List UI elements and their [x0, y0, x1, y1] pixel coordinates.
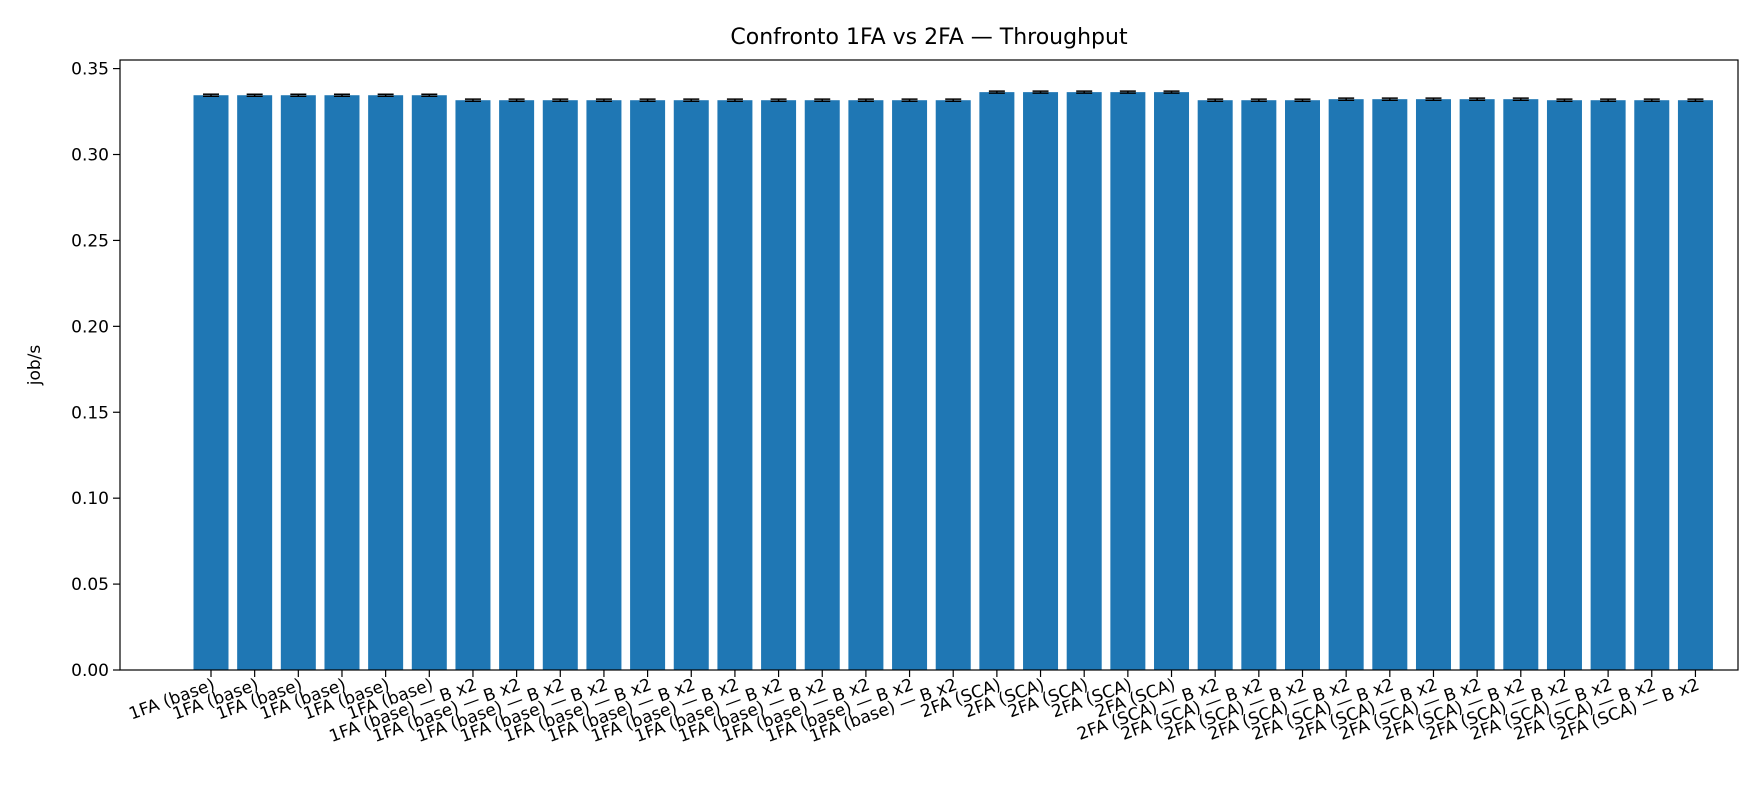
- bar: [1459, 99, 1495, 670]
- bar: [1285, 100, 1320, 671]
- chart-title: Confronto 1FA vs 2FA — Throughput: [730, 25, 1128, 50]
- bar: [1677, 100, 1713, 671]
- bar: [1023, 92, 1059, 671]
- bar: [586, 100, 622, 671]
- bar: [1066, 92, 1102, 671]
- y-tick-label: 0.20: [71, 317, 109, 337]
- bar: [368, 95, 404, 671]
- bar: [630, 100, 666, 671]
- y-axis-label: job/s: [25, 345, 45, 387]
- bar: [455, 100, 491, 671]
- bar: [1590, 100, 1626, 671]
- bar: [1503, 99, 1539, 670]
- y-tick-label: 0.25: [71, 231, 109, 251]
- bar: [499, 100, 535, 671]
- bar: [804, 100, 840, 671]
- bar: [324, 95, 360, 671]
- bar: [935, 100, 971, 671]
- bar: [1415, 99, 1451, 670]
- bar: [1241, 100, 1277, 671]
- y-tick-label: 0.35: [71, 60, 109, 80]
- y-tick-label: 0.10: [71, 489, 109, 509]
- bar: [1372, 99, 1408, 670]
- bar: [1154, 92, 1190, 671]
- bar: [193, 95, 229, 671]
- error-bar-series: [203, 90, 1704, 102]
- y-tick-label: 0.15: [71, 403, 109, 423]
- bar: [280, 95, 316, 671]
- bar-series: [193, 92, 1713, 671]
- bar: [892, 100, 928, 671]
- bar: [1634, 100, 1670, 671]
- bar: [1546, 100, 1582, 671]
- bar: [717, 100, 753, 671]
- plot-frame: [119, 59, 1739, 671]
- y-tick-label: 0.05: [71, 575, 109, 595]
- bar: [673, 100, 709, 671]
- bar: [848, 100, 884, 671]
- bar: [761, 100, 797, 671]
- y-axis: 0.00 0.05 0.10 0.15 0.20 0.25 0.30 0.35: [71, 60, 120, 681]
- bar: [1328, 99, 1364, 670]
- bar: [542, 100, 578, 671]
- y-tick-label: 0.00: [71, 661, 109, 681]
- bar: [979, 92, 1015, 671]
- bar: [237, 95, 273, 671]
- bar: [1197, 100, 1233, 671]
- bar: [1110, 92, 1146, 671]
- bar: [411, 95, 447, 671]
- y-tick-label: 0.30: [71, 146, 109, 166]
